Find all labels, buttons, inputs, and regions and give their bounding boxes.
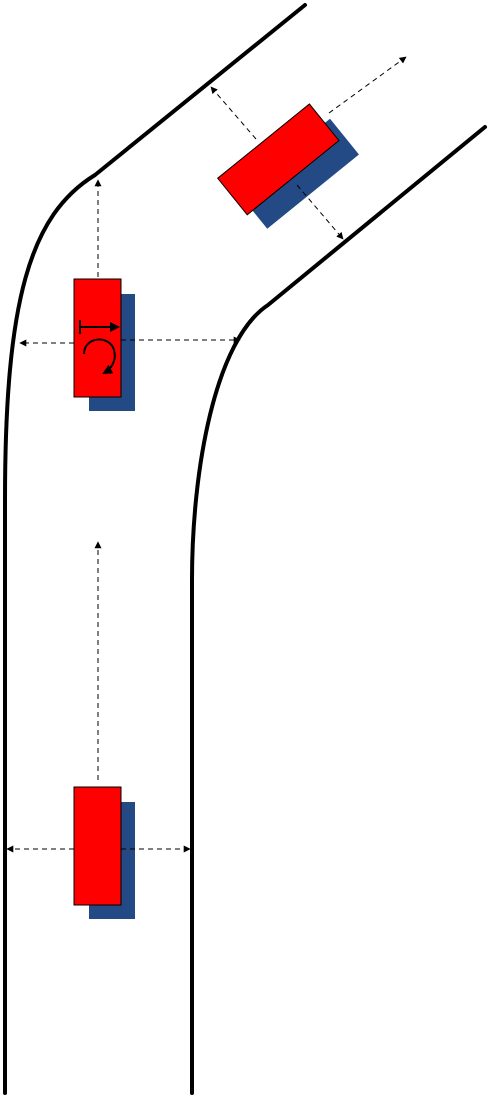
- sensor-ray-right: [296, 184, 344, 240]
- road-left-edge: [3, 3, 307, 1095]
- vehicle-top: [210, 56, 407, 240]
- rotation-arrow-icon: [83, 338, 116, 374]
- vehicle-middle: [19, 179, 241, 411]
- road-right-edge: [190, 125, 487, 1095]
- sensor-ray-left: [210, 86, 257, 140]
- vehicle-body: [216, 103, 340, 216]
- vehicle-body: [73, 786, 122, 906]
- sensor-ray-forward: [328, 56, 407, 114]
- vehicle-bottom: [6, 541, 191, 919]
- vehicle-body: [73, 278, 122, 398]
